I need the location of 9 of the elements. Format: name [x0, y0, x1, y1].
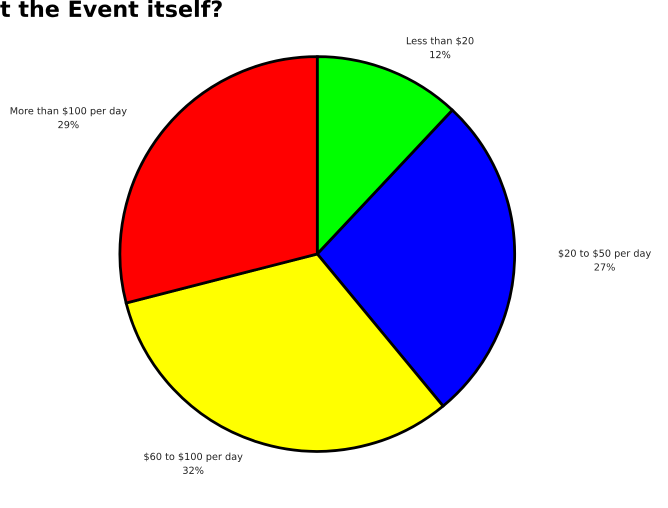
slice-label: $60 to $100 per day	[144, 452, 243, 462]
chart-title: t the Event itself?	[0, 0, 222, 18]
data-label: 32%	[183, 466, 204, 474]
data-label: 12%	[430, 50, 450, 58]
data-label: 29%	[58, 120, 79, 128]
slice-label: Less than $20	[406, 36, 474, 46]
data-label: 27%	[594, 263, 615, 271]
slice-label: More than $100 per day	[10, 106, 127, 116]
slice-label: $20 to $50 per day	[558, 249, 651, 259]
